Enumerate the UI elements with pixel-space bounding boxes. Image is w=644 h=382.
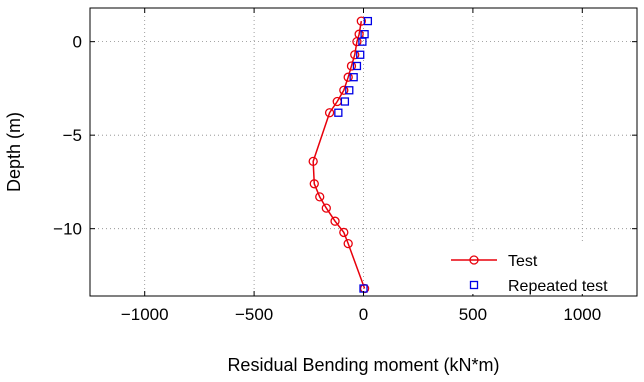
data-point-test [309,179,319,189]
data-point-test [343,238,353,249]
data-point-test [321,203,331,213]
series-line-0 [312,20,366,289]
data-point-repeated-test [334,108,343,117]
data-point-test [352,37,362,47]
x-tick-label: −1000 [121,305,169,324]
data-point-test [350,50,360,60]
data-point-repeated-test [340,97,350,106]
legend-box [440,244,634,294]
y-tick-label: −10 [53,220,82,239]
y-axis-label: Depth (m) [4,112,24,192]
data-point-test [346,61,357,71]
legend-repeated-label: Repeated test [508,278,608,295]
legend-test-label: Test [508,253,538,270]
data-point-test [308,156,318,167]
data-point-test [324,108,335,118]
data-point-repeated-test [349,73,358,82]
x-tick-label: 0 [359,305,368,324]
data-point-repeated-test [363,16,373,26]
data-point-test [356,16,366,26]
x-tick-label: 500 [459,305,487,324]
x-axis-label: Residual Bending moment (kN*m) [227,355,499,375]
data-point-test [339,85,349,95]
x-tick-label: −500 [235,305,273,324]
legend: Test Repeated test [440,244,634,295]
data-point-test [343,72,353,82]
x-tick-label: 1000 [563,305,601,324]
legend-repeated-marker [469,280,479,290]
data-series [308,16,373,294]
y-tick-label: −5 [63,126,82,145]
data-point-repeated-test [352,61,362,71]
data-point-repeated-test [356,50,365,59]
data-point-test [330,216,340,226]
data-point-test [315,192,325,202]
legend-test-marker [469,255,479,265]
y-tick-label: 0 [73,33,82,52]
data-point-repeated-test [345,86,354,95]
axis-ticks: −1000 −500 0 500 1000 0 −5 −10 [53,8,637,324]
data-point-test [339,227,349,238]
data-point-repeated-test [358,37,367,46]
